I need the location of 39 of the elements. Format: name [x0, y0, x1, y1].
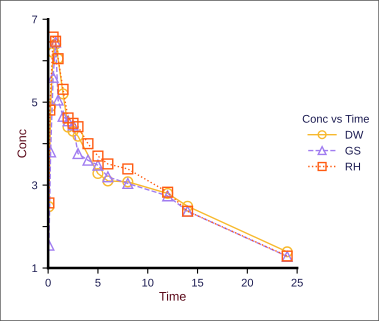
point	[62, 115, 74, 126]
point	[58, 88, 69, 100]
y-tick-label: 5	[32, 98, 38, 106]
point	[92, 168, 104, 180]
point	[58, 110, 69, 122]
point	[92, 160, 104, 171]
legend-title: Conc vs Time	[302, 114, 369, 123]
legend-label: DW	[346, 130, 364, 139]
point	[72, 148, 84, 160]
point	[282, 246, 293, 258]
y-tick-label: 7	[32, 16, 38, 24]
x-tick-label: 0	[45, 278, 51, 287]
x-tick-label: 25	[292, 278, 303, 287]
point	[48, 72, 59, 83]
legend-label: GS	[345, 146, 360, 155]
point	[92, 150, 104, 162]
point	[62, 112, 74, 124]
x-tick-label: 5	[95, 278, 101, 287]
x-axis-title: Time	[159, 292, 186, 301]
x-tick-label: 15	[192, 278, 204, 287]
point	[122, 163, 134, 174]
point	[58, 84, 69, 95]
y-axis-title: Conc	[17, 129, 26, 158]
x-tick-label: 20	[242, 278, 254, 287]
legend-label: RH	[346, 162, 360, 170]
x-tick-label: 10	[142, 278, 154, 287]
point	[182, 200, 194, 212]
point	[52, 94, 64, 106]
point	[162, 190, 174, 202]
point	[82, 154, 94, 166]
point	[102, 171, 114, 182]
point	[67, 126, 79, 137]
point	[102, 158, 114, 170]
point	[72, 130, 84, 142]
point	[72, 121, 84, 132]
y-tick-label: 1	[32, 264, 38, 272]
y-tick-label: 3	[32, 181, 38, 190]
point	[102, 175, 114, 187]
point	[82, 138, 94, 150]
